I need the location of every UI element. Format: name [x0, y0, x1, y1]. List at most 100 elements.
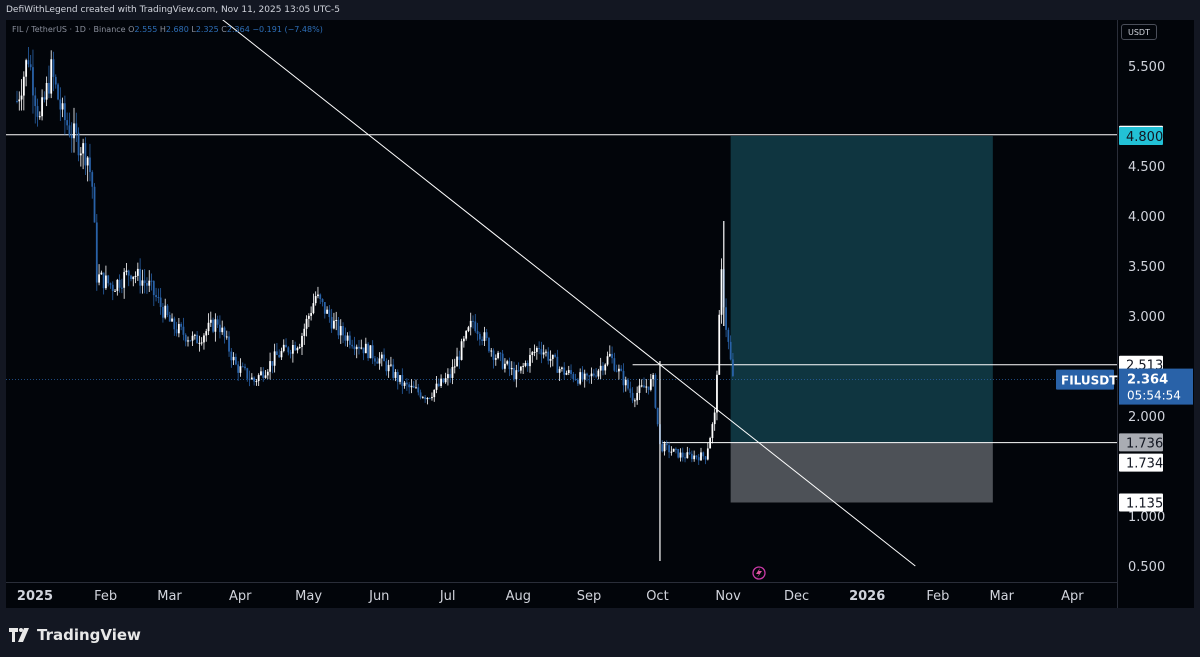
candle-body	[191, 335, 194, 341]
candle-body	[66, 120, 69, 126]
candle-body	[328, 309, 331, 318]
candle-body	[109, 283, 112, 285]
candle-body	[494, 358, 497, 360]
candle-body	[228, 336, 230, 352]
candle-body	[631, 392, 634, 401]
candle-body	[38, 116, 41, 118]
change-value: −0.191 (−7.48%)	[252, 25, 323, 34]
price-label-1734: 1.734	[1126, 457, 1163, 472]
candle-body	[107, 275, 110, 284]
candle-body	[643, 385, 645, 388]
candle-body	[91, 172, 94, 187]
event-bolt-icon	[752, 566, 766, 580]
candle-body	[59, 99, 62, 110]
candle-body	[408, 384, 411, 388]
candle-body	[294, 345, 297, 351]
candle-body	[184, 334, 187, 342]
candle-body	[278, 354, 281, 358]
candle-body	[588, 375, 591, 377]
candle-body	[276, 351, 278, 355]
candle-body	[431, 397, 433, 399]
candle-body	[155, 295, 157, 298]
y-tick-label: 2.000	[1128, 410, 1165, 425]
candle-body	[214, 319, 217, 332]
candle-body	[20, 95, 23, 100]
candle-body	[456, 356, 458, 367]
candle-body	[711, 424, 714, 439]
candle-body	[574, 379, 577, 381]
candle-body	[173, 318, 176, 330]
tradingview-logo[interactable]: TradingView	[9, 626, 141, 644]
candle-body	[50, 59, 53, 94]
candle-body	[533, 351, 536, 353]
candle-body	[531, 352, 534, 355]
candle-body	[419, 392, 422, 398]
candle-body	[48, 82, 50, 94]
candle-body	[508, 361, 511, 370]
candle-body	[139, 268, 142, 286]
candle-body	[207, 322, 210, 332]
candle-body	[141, 280, 144, 286]
y-tick-label: 3.500	[1128, 260, 1165, 275]
close-label: C	[221, 25, 227, 34]
candle-body	[120, 287, 123, 289]
candle-body	[93, 186, 96, 223]
candle-body	[725, 307, 727, 330]
candle-body	[234, 356, 237, 365]
candle-body	[29, 64, 32, 68]
candle-body	[478, 333, 481, 340]
tradingview-logo-icon	[9, 628, 29, 642]
candle-body	[583, 373, 586, 380]
candle-body	[52, 59, 55, 77]
candle-body	[716, 374, 718, 413]
candle-body	[319, 294, 322, 300]
candle-body	[130, 275, 132, 280]
candle-body	[310, 313, 313, 316]
candle-body	[647, 386, 650, 390]
candle-body	[175, 329, 178, 334]
candle-body	[344, 335, 347, 341]
target-zone	[730, 136, 993, 443]
candle-body	[45, 82, 48, 100]
candle-body	[348, 335, 351, 345]
candle-body	[330, 317, 333, 329]
x-tick-label: Mar	[157, 589, 182, 604]
candle-body	[374, 358, 376, 362]
x-tick-label: Oct	[646, 589, 668, 604]
candle-body	[421, 397, 424, 399]
candle-body	[624, 379, 627, 386]
candle-body	[335, 319, 338, 321]
candle-body	[312, 303, 315, 314]
x-tick-label: Feb	[94, 589, 117, 604]
candle-body	[567, 370, 570, 373]
x-tick-label: Feb	[926, 589, 949, 604]
candle-body	[118, 279, 121, 288]
candle-body	[627, 379, 629, 389]
currency-button[interactable]: USDT	[1121, 24, 1157, 40]
candle-body	[551, 354, 554, 359]
candle-body	[353, 346, 356, 350]
candle-body	[396, 372, 399, 382]
candle-body	[376, 361, 379, 364]
candle-body	[333, 320, 335, 329]
candle-body	[321, 299, 324, 303]
candle-body	[187, 340, 189, 342]
x-tick-label: Sep	[577, 589, 602, 604]
candle-body	[579, 372, 582, 384]
candle-body	[677, 449, 680, 458]
candle-body	[453, 366, 456, 368]
candle-body	[572, 374, 575, 380]
candle-body	[248, 378, 251, 380]
candle-body	[18, 99, 21, 102]
candle-body	[497, 352, 499, 359]
last-price-badge-bg	[1119, 368, 1193, 405]
candle-body	[257, 375, 260, 382]
time-axis[interactable]	[6, 582, 1117, 608]
candle-body	[287, 347, 290, 353]
target-price-label-bg	[1119, 127, 1163, 145]
candle-body	[681, 452, 684, 458]
candle-body	[558, 368, 561, 373]
candle-body	[307, 315, 310, 319]
candle-body	[157, 297, 160, 299]
